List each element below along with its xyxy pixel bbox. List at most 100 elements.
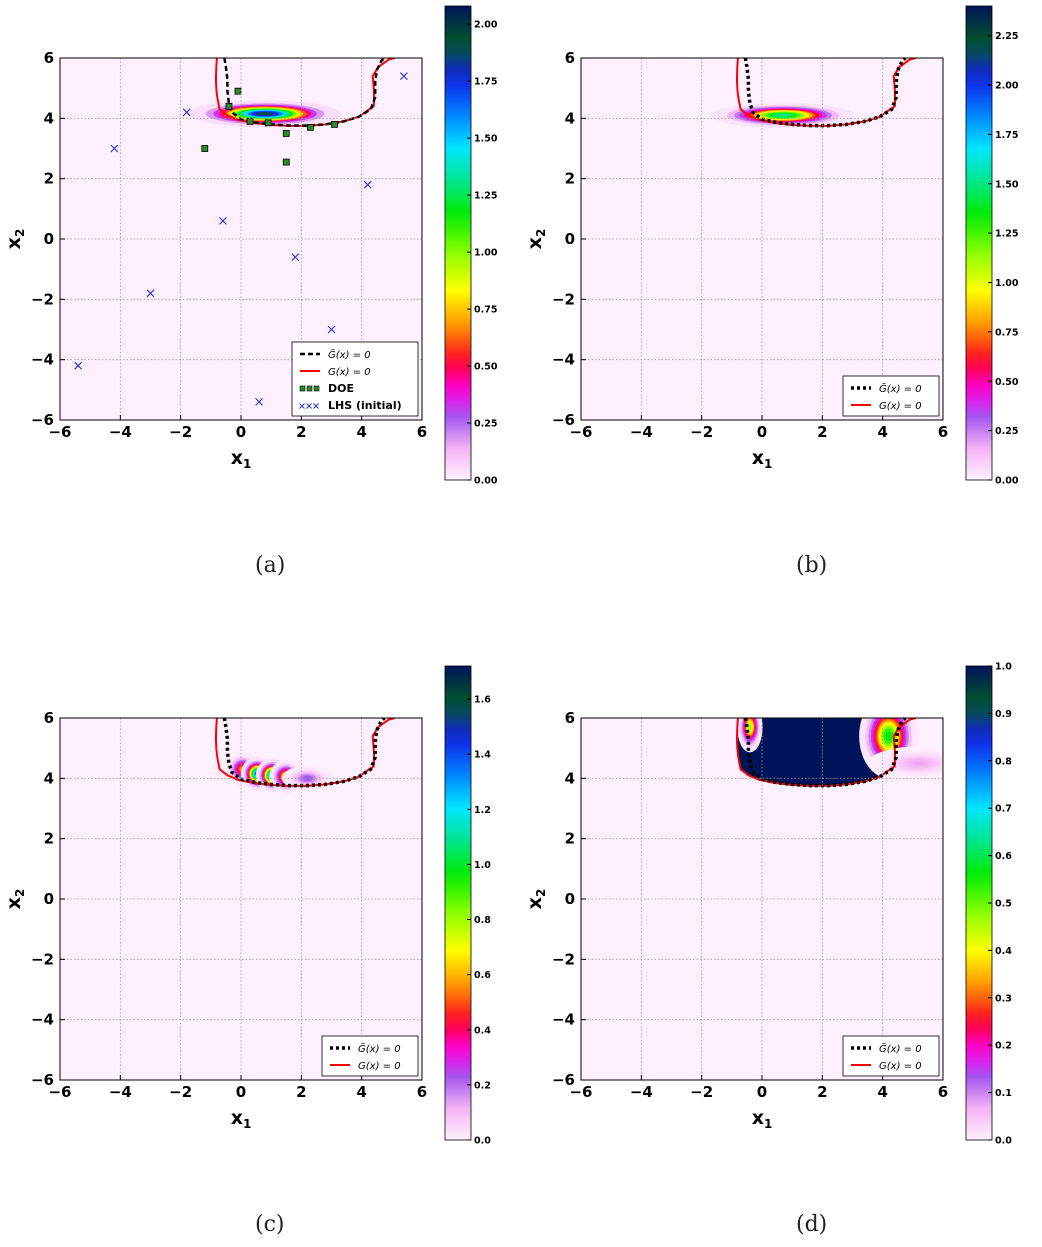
colorbar-tick-label: 0.3 [995, 993, 1012, 1004]
x-tick-label: 2 [296, 423, 306, 441]
caption-b: (b) [796, 553, 828, 578]
y-tick-label: 2 [44, 830, 54, 848]
x-tick-label: −4 [630, 1083, 653, 1101]
hotspot-level [748, 724, 752, 730]
y-axis-label: x2 [524, 889, 548, 910]
x-tick-label: 0 [757, 423, 767, 441]
doe-point [201, 145, 209, 152]
doe-point [234, 87, 242, 95]
colorbar-tick-label: 0.75 [995, 327, 1018, 338]
y-tick-label: −4 [552, 351, 575, 369]
legend-symbol-lhs [299, 403, 305, 409]
y-tick-label: −2 [31, 290, 54, 308]
y-tick-label: 2 [565, 830, 575, 848]
hotspot-level [304, 776, 311, 780]
legend-box [842, 1035, 940, 1077]
x-tick-label: 6 [417, 1083, 427, 1101]
y-tick-label: −6 [31, 411, 54, 429]
y-tick-label: −6 [552, 411, 575, 429]
colorbar-tick-label: 1.0 [995, 662, 1012, 673]
x-tick-label: 4 [877, 1083, 887, 1101]
lhs-point [291, 253, 300, 261]
colorbar-tick-label: 1.00 [995, 278, 1019, 289]
x-tick-label: 4 [877, 423, 887, 441]
legend-label: G(x) = 0 [358, 1061, 401, 1072]
x-tick-label: 2 [817, 1083, 827, 1101]
doe-point [225, 102, 233, 110]
y-tick-label: −6 [552, 1071, 575, 1089]
caption-c: (c) [255, 1212, 285, 1237]
x-tick-label: −6 [48, 1083, 71, 1101]
colorbar-tick-label: 0.4 [474, 1025, 491, 1036]
x-tick-label: 6 [938, 1083, 948, 1101]
x-tick-label: 6 [417, 423, 427, 441]
lhs-point [255, 398, 263, 406]
colorbar-tick-label: 0.4 [995, 946, 1012, 957]
y-tick-label: 4 [44, 109, 54, 127]
colorbar [965, 5, 993, 481]
y-tick-label: 6 [565, 49, 575, 67]
colorbar-tick-label: 0.0 [995, 1136, 1012, 1147]
colorbar-tick-label: 1.25 [474, 191, 497, 202]
legend-box [842, 375, 940, 417]
x-tick-label: 4 [356, 423, 366, 441]
legend-label: G̃(x) = 0 [879, 1042, 922, 1055]
colorbar [444, 665, 472, 1141]
x-tick-label: 2 [296, 1083, 306, 1101]
x-tick-label: −4 [109, 1083, 132, 1101]
colorbar [444, 5, 472, 481]
x-tick-label: −6 [48, 423, 71, 441]
legend-label: G(x) = 0 [328, 367, 371, 378]
y-tick-label: 4 [44, 769, 54, 787]
doe-point [306, 123, 314, 131]
colorbar-tick-label: 2.00 [474, 20, 498, 31]
colorbar [965, 665, 993, 1141]
x-axis-label: x1 [231, 1107, 252, 1131]
x-tick-label: −6 [569, 1083, 592, 1101]
x-tick-label: 2 [817, 423, 827, 441]
x-tick-label: −6 [569, 423, 592, 441]
panel-c: −6 −4 −2 0 2 4 6 −6 −4 −2 0 2 4 6 x1 x2 G̃(x) = 0 G(x) = … [3, 665, 491, 1147]
lhs-point [327, 325, 336, 334]
colorbar-tick-label: 1.50 [995, 179, 1019, 190]
colorbar-tick-label: 0.50 [995, 377, 1019, 388]
colorbar-tick-label: 0.2 [474, 1080, 491, 1091]
y-tick-label: 4 [565, 769, 575, 787]
y-tick-label: 2 [44, 170, 54, 188]
legend-symbol-lhs [306, 403, 312, 409]
colorbar-tick-label: 0.50 [474, 362, 498, 373]
legend-label: G̃(x) = 0 [328, 348, 371, 361]
colorbar-tick-label: 1.4 [474, 750, 491, 761]
x-tick-label: −4 [630, 423, 653, 441]
x-tick-label: −2 [690, 1083, 713, 1101]
y-tick-label: −2 [552, 950, 575, 968]
y-tick-label: 0 [44, 230, 54, 248]
lhs-point [219, 217, 227, 225]
x-tick-label: 0 [236, 1083, 246, 1101]
heatmap-layer [736, 718, 943, 788]
surrogate-limit-state-curve [223, 58, 386, 127]
colorbar-tick-label: 0.7 [995, 804, 1012, 815]
colorbar-tick-label: 0.00 [995, 476, 1019, 487]
y-tick-label: −4 [31, 1011, 54, 1029]
y-tick-label: 0 [565, 230, 575, 248]
y-tick-label: 6 [44, 49, 54, 67]
legend-label: LHS (initial) [328, 399, 402, 412]
colorbar-tick-label: 1.0 [474, 860, 491, 871]
hotspot-level [885, 731, 893, 742]
heatmap-layer [74, 58, 408, 406]
hotspot-level [774, 113, 792, 117]
colorbar-tick-label: 1.25 [995, 229, 1018, 240]
panel-d: −6 −4 −2 0 2 4 6 −6 −4 −2 0 2 4 6 x1 x2 G̃(x) = 0 G(x) = … [524, 662, 1012, 1147]
colorbar-tick-label: 1.50 [474, 134, 498, 145]
hotspot-level [912, 761, 925, 766]
legend-symbol-doe [313, 385, 320, 392]
doe-point [264, 119, 272, 127]
lhs-point [363, 180, 372, 189]
legend-symbol-doe [299, 385, 306, 392]
caption-a: (a) [255, 553, 286, 578]
colorbar-tick-label: 0.1 [995, 1088, 1012, 1099]
y-tick-label: −2 [31, 950, 54, 968]
doe-point [282, 130, 290, 137]
colorbar-tick-label: 1.2 [474, 805, 491, 816]
